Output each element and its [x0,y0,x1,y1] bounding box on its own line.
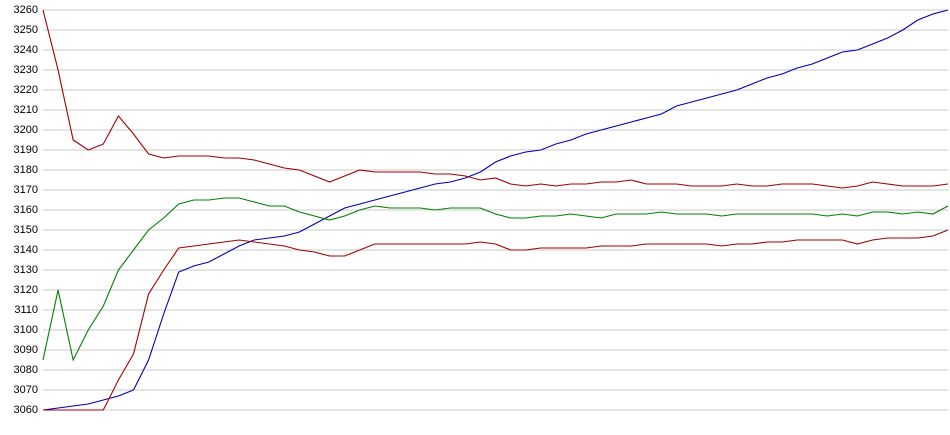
y-tick-label: 3140 [14,244,38,256]
y-tick-label: 3240 [14,44,38,56]
y-tick-label: 3110 [14,304,38,316]
y-tick-label: 3230 [14,64,38,76]
y-tick-label: 3260 [14,4,38,16]
y-tick-label: 3200 [14,124,38,136]
y-tick-label: 3090 [14,344,38,356]
y-tick-label: 3080 [14,364,38,376]
y-tick-label: 3070 [14,384,38,396]
y-tick-label: 3160 [14,204,38,216]
y-tick-label: 3180 [14,164,38,176]
y-tick-label: 3130 [14,264,38,276]
series-line [42,9,949,411]
y-tick-label: 3100 [14,324,38,336]
y-tick-label: 3120 [14,284,38,296]
y-tick-label: 3060 [14,404,38,416]
y-tick-label: 3170 [14,184,38,196]
series-line [42,197,949,362]
y-tick-label: 3220 [14,84,38,96]
series-line [42,9,949,189]
y-tick-label: 3210 [14,104,38,116]
y-tick-label: 3190 [14,144,38,156]
y-tick-label: 3150 [14,224,38,236]
y-tick-label: 3250 [14,24,38,36]
series-line [43,229,949,411]
